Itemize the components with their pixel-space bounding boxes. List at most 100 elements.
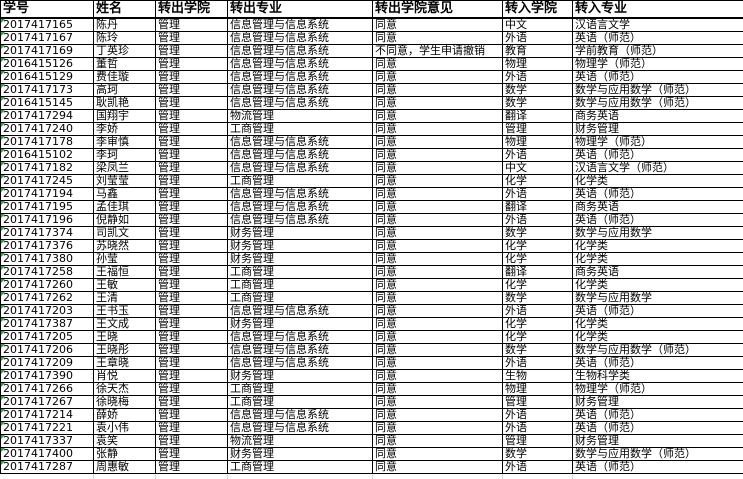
empty-cell[interactable] xyxy=(1,473,94,479)
cell-out-opinion[interactable]: 同意 xyxy=(373,18,503,32)
header-out-opinion[interactable]: 转出学院意见 xyxy=(373,1,503,18)
cell-out-opinion[interactable]: 同意 xyxy=(373,174,503,187)
cell-student-id[interactable]: 2017417240 xyxy=(1,122,94,135)
cell-out-college[interactable]: 管理 xyxy=(156,148,228,161)
cell-out-opinion[interactable]: 同意 xyxy=(373,460,503,473)
cell-in-major[interactable]: 化学类 xyxy=(573,317,743,330)
cell-out-college[interactable]: 管理 xyxy=(156,213,228,226)
cell-out-major[interactable]: 信息管理与信息系统 xyxy=(228,31,373,44)
cell-out-college[interactable]: 管理 xyxy=(156,187,228,200)
cell-out-major[interactable]: 工商管理 xyxy=(228,395,373,408)
cell-out-opinion[interactable]: 同意 xyxy=(373,343,503,356)
cell-in-major[interactable]: 财务管理 xyxy=(573,434,743,447)
cell-in-college[interactable]: 管理 xyxy=(503,122,573,135)
cell-out-major[interactable]: 信息管理与信息系统 xyxy=(228,161,373,174)
cell-student-id[interactable]: 2016415102 xyxy=(1,148,94,161)
cell-out-major[interactable]: 工商管理 xyxy=(228,460,373,473)
cell-in-major[interactable]: 学前教育（师范） xyxy=(573,44,743,57)
cell-name[interactable]: 孙莹 xyxy=(94,252,156,265)
cell-out-college[interactable]: 管理 xyxy=(156,382,228,395)
cell-in-college[interactable]: 数学 xyxy=(503,83,573,96)
cell-out-opinion[interactable]: 同意 xyxy=(373,226,503,239)
cell-name[interactable]: 孟佳琪 xyxy=(94,200,156,213)
cell-out-opinion[interactable]: 同意 xyxy=(373,382,503,395)
cell-out-college[interactable]: 管理 xyxy=(156,304,228,317)
cell-name[interactable]: 肖悦 xyxy=(94,369,156,382)
cell-in-college[interactable]: 数学 xyxy=(503,343,573,356)
cell-in-major[interactable]: 商务英语 xyxy=(573,109,743,122)
empty-cell[interactable] xyxy=(373,473,503,479)
cell-out-opinion[interactable]: 同意 xyxy=(373,317,503,330)
cell-out-opinion[interactable]: 同意 xyxy=(373,200,503,213)
cell-in-major[interactable]: 英语（师范） xyxy=(573,148,743,161)
header-out-college[interactable]: 转出学院 xyxy=(156,1,228,18)
cell-out-major[interactable]: 信息管理与信息系统 xyxy=(228,148,373,161)
empty-cell[interactable] xyxy=(503,473,573,479)
cell-out-opinion[interactable]: 同意 xyxy=(373,291,503,304)
cell-out-college[interactable]: 管理 xyxy=(156,343,228,356)
cell-in-college[interactable]: 外语 xyxy=(503,148,573,161)
cell-out-college[interactable]: 管理 xyxy=(156,239,228,252)
cell-in-major[interactable]: 化学类 xyxy=(573,330,743,343)
cell-out-opinion[interactable]: 同意 xyxy=(373,369,503,382)
cell-name[interactable]: 丁英珍 xyxy=(94,44,156,57)
cell-in-major[interactable]: 财务管理 xyxy=(573,395,743,408)
cell-out-major[interactable]: 信息管理与信息系统 xyxy=(228,18,373,32)
cell-out-opinion[interactable]: 同意 xyxy=(373,408,503,421)
cell-in-college[interactable]: 化学 xyxy=(503,317,573,330)
cell-out-major[interactable]: 信息管理与信息系统 xyxy=(228,70,373,83)
cell-name[interactable]: 徐晓梅 xyxy=(94,395,156,408)
cell-out-major[interactable]: 财务管理 xyxy=(228,317,373,330)
cell-in-major[interactable]: 英语（师范） xyxy=(573,70,743,83)
cell-in-major[interactable]: 商务英语 xyxy=(573,200,743,213)
header-in-major[interactable]: 转入专业 xyxy=(573,1,743,18)
cell-student-id[interactable]: 2017417287 xyxy=(1,460,94,473)
cell-student-id[interactable]: 2017417209 xyxy=(1,356,94,369)
cell-in-college[interactable]: 外语 xyxy=(503,421,573,434)
cell-in-college[interactable]: 物理 xyxy=(503,135,573,148)
cell-name[interactable]: 薛娇 xyxy=(94,408,156,421)
cell-name[interactable]: 耿凯艳 xyxy=(94,96,156,109)
cell-student-id[interactable]: 2017417205 xyxy=(1,330,94,343)
cell-out-opinion[interactable]: 同意 xyxy=(373,252,503,265)
cell-in-major[interactable]: 数学与应用数学 xyxy=(573,226,743,239)
cell-student-id[interactable]: 2017417267 xyxy=(1,395,94,408)
cell-in-major[interactable]: 商务英语 xyxy=(573,265,743,278)
cell-in-college[interactable]: 外语 xyxy=(503,70,573,83)
cell-in-college[interactable]: 化学 xyxy=(503,239,573,252)
cell-in-major[interactable]: 英语（师范） xyxy=(573,213,743,226)
cell-out-major[interactable]: 信息管理与信息系统 xyxy=(228,330,373,343)
cell-out-college[interactable]: 管理 xyxy=(156,57,228,70)
cell-out-major[interactable]: 财务管理 xyxy=(228,226,373,239)
cell-student-id[interactable]: 2017417178 xyxy=(1,135,94,148)
cell-name[interactable]: 周惠敏 xyxy=(94,460,156,473)
cell-name[interactable]: 王晓彤 xyxy=(94,343,156,356)
cell-out-major[interactable]: 信息管理与信息系统 xyxy=(228,213,373,226)
cell-out-opinion[interactable]: 同意 xyxy=(373,187,503,200)
cell-in-college[interactable]: 数学 xyxy=(503,447,573,460)
cell-out-college[interactable]: 管理 xyxy=(156,434,228,447)
cell-name[interactable]: 王章晓 xyxy=(94,356,156,369)
cell-in-major[interactable]: 汉语言文学 xyxy=(573,18,743,32)
empty-cell[interactable] xyxy=(94,473,156,479)
cell-out-college[interactable]: 管理 xyxy=(156,291,228,304)
cell-name[interactable]: 高珂 xyxy=(94,83,156,96)
cell-in-major[interactable]: 物理学（师范） xyxy=(573,57,743,70)
cell-out-opinion[interactable]: 同意 xyxy=(373,356,503,369)
cell-in-college[interactable]: 中文 xyxy=(503,161,573,174)
cell-student-id[interactable]: 2017417258 xyxy=(1,265,94,278)
cell-out-college[interactable]: 管理 xyxy=(156,174,228,187)
cell-in-college[interactable]: 化学 xyxy=(503,174,573,187)
cell-in-college[interactable]: 外语 xyxy=(503,213,573,226)
cell-name[interactable]: 徐天杰 xyxy=(94,382,156,395)
cell-name[interactable]: 王书玉 xyxy=(94,304,156,317)
cell-out-opinion[interactable]: 同意 xyxy=(373,434,503,447)
cell-out-opinion[interactable]: 同意 xyxy=(373,395,503,408)
cell-out-major[interactable]: 信息管理与信息系统 xyxy=(228,200,373,213)
cell-name[interactable]: 张静 xyxy=(94,447,156,460)
cell-out-opinion[interactable]: 同意 xyxy=(373,239,503,252)
cell-in-major[interactable]: 数学与应用数学（师范） xyxy=(573,343,743,356)
cell-out-college[interactable]: 管理 xyxy=(156,252,228,265)
cell-out-opinion[interactable]: 同意 xyxy=(373,148,503,161)
cell-in-major[interactable]: 数学与应用数学（师范） xyxy=(573,447,743,460)
